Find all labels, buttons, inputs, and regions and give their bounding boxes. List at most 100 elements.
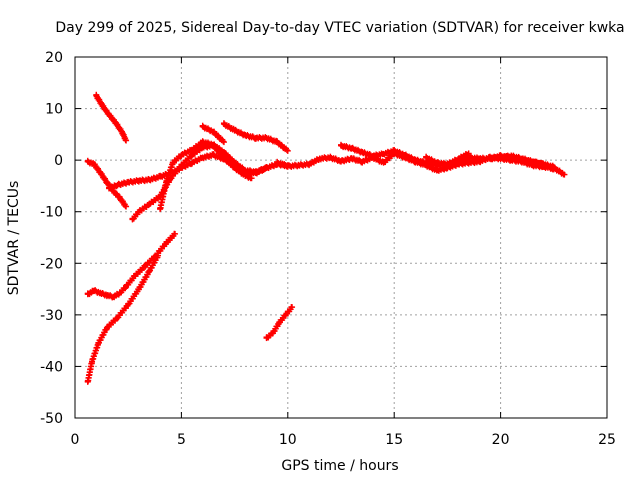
y-tick-label: -30 xyxy=(40,308,63,324)
data-point xyxy=(199,154,206,161)
data-point xyxy=(178,151,185,158)
data-point xyxy=(84,378,91,385)
x-tick-label: 20 xyxy=(492,432,510,448)
data-point xyxy=(401,151,408,158)
data-point xyxy=(129,216,136,223)
data-point xyxy=(497,154,504,161)
data-point xyxy=(93,92,100,99)
data-point xyxy=(316,155,323,162)
data-point xyxy=(284,163,291,170)
y-tick-label: 10 xyxy=(45,102,63,118)
data-point xyxy=(263,164,270,171)
data-point xyxy=(131,273,138,280)
data-point xyxy=(91,161,98,168)
data-point xyxy=(97,290,104,297)
data-point xyxy=(123,283,130,290)
data-point xyxy=(455,156,462,163)
data-point xyxy=(97,170,104,177)
data-point xyxy=(178,162,185,169)
data-point xyxy=(114,314,121,321)
data-point xyxy=(189,146,196,153)
data-point xyxy=(189,159,196,166)
data-point xyxy=(242,167,249,174)
series-arc-3 xyxy=(84,230,179,301)
data-point xyxy=(391,147,398,154)
data-point xyxy=(540,161,547,168)
data-point xyxy=(476,155,483,162)
data-point xyxy=(412,157,419,164)
x-tick-label: 15 xyxy=(385,432,403,448)
data-point xyxy=(210,128,217,135)
data-point xyxy=(252,134,259,141)
data-point xyxy=(263,134,270,141)
x-tick-label: 0 xyxy=(71,432,80,448)
data-point xyxy=(274,159,281,166)
data-point xyxy=(338,142,344,149)
data-point xyxy=(135,177,142,184)
data-point xyxy=(103,324,110,331)
data-point xyxy=(306,161,313,168)
series-arc-8 xyxy=(199,122,227,146)
data-point xyxy=(89,358,96,365)
data-point xyxy=(84,291,91,298)
data-point xyxy=(106,185,113,192)
data-point xyxy=(163,177,170,184)
data-point xyxy=(157,206,164,213)
data-point xyxy=(220,139,227,146)
data-point xyxy=(163,239,170,246)
data-point xyxy=(369,153,376,160)
axis-ticks: 0 5 10 15 20 25 -50 -40 -30 -20 -10 0 10 20 xyxy=(40,50,616,448)
plot-frame xyxy=(74,56,608,419)
y-tick-label: 0 xyxy=(54,153,63,169)
data-point xyxy=(295,162,302,169)
data-point xyxy=(359,149,366,156)
data-point xyxy=(106,111,113,118)
data-point xyxy=(146,268,153,275)
data-point xyxy=(146,176,153,183)
data-point xyxy=(263,335,270,342)
data-point xyxy=(284,147,291,154)
data-point xyxy=(103,179,110,186)
data-point xyxy=(242,172,249,179)
data-point xyxy=(380,150,387,157)
data-point xyxy=(142,262,149,269)
data-point xyxy=(114,181,121,188)
data-point xyxy=(210,141,217,148)
data-point xyxy=(465,150,472,157)
y-tick-label: -50 xyxy=(40,411,63,427)
data-point xyxy=(116,194,123,201)
data-point xyxy=(508,153,515,160)
data-point xyxy=(529,158,536,165)
data-point xyxy=(110,293,117,300)
data-point xyxy=(169,159,176,166)
data-point xyxy=(274,139,281,146)
data-point xyxy=(103,292,110,299)
data-point xyxy=(338,158,344,165)
x-tick-label: 25 xyxy=(598,432,616,448)
data-point xyxy=(199,139,206,146)
data-points xyxy=(84,91,568,385)
series-arc-13 xyxy=(423,150,472,168)
data-point xyxy=(199,123,206,130)
chart-title: Day 299 of 2025, Sidereal Day-to-day VTE… xyxy=(55,20,624,36)
data-point xyxy=(348,155,355,162)
data-point xyxy=(444,161,451,168)
data-point xyxy=(189,151,196,158)
data-point xyxy=(91,287,98,294)
data-point xyxy=(359,158,366,165)
x-tick-label: 10 xyxy=(279,432,297,448)
series-arc-14 xyxy=(486,152,557,173)
x-axis-label: GPS time / hours xyxy=(281,458,398,474)
data-point xyxy=(220,121,227,128)
data-point xyxy=(242,132,249,139)
data-point xyxy=(252,169,259,176)
series-arc-1 xyxy=(93,91,130,144)
data-point xyxy=(231,159,238,166)
data-point xyxy=(146,200,153,207)
data-point xyxy=(123,203,130,210)
y-tick-label: -40 xyxy=(40,359,63,375)
data-point xyxy=(465,159,472,166)
data-point xyxy=(423,159,430,166)
